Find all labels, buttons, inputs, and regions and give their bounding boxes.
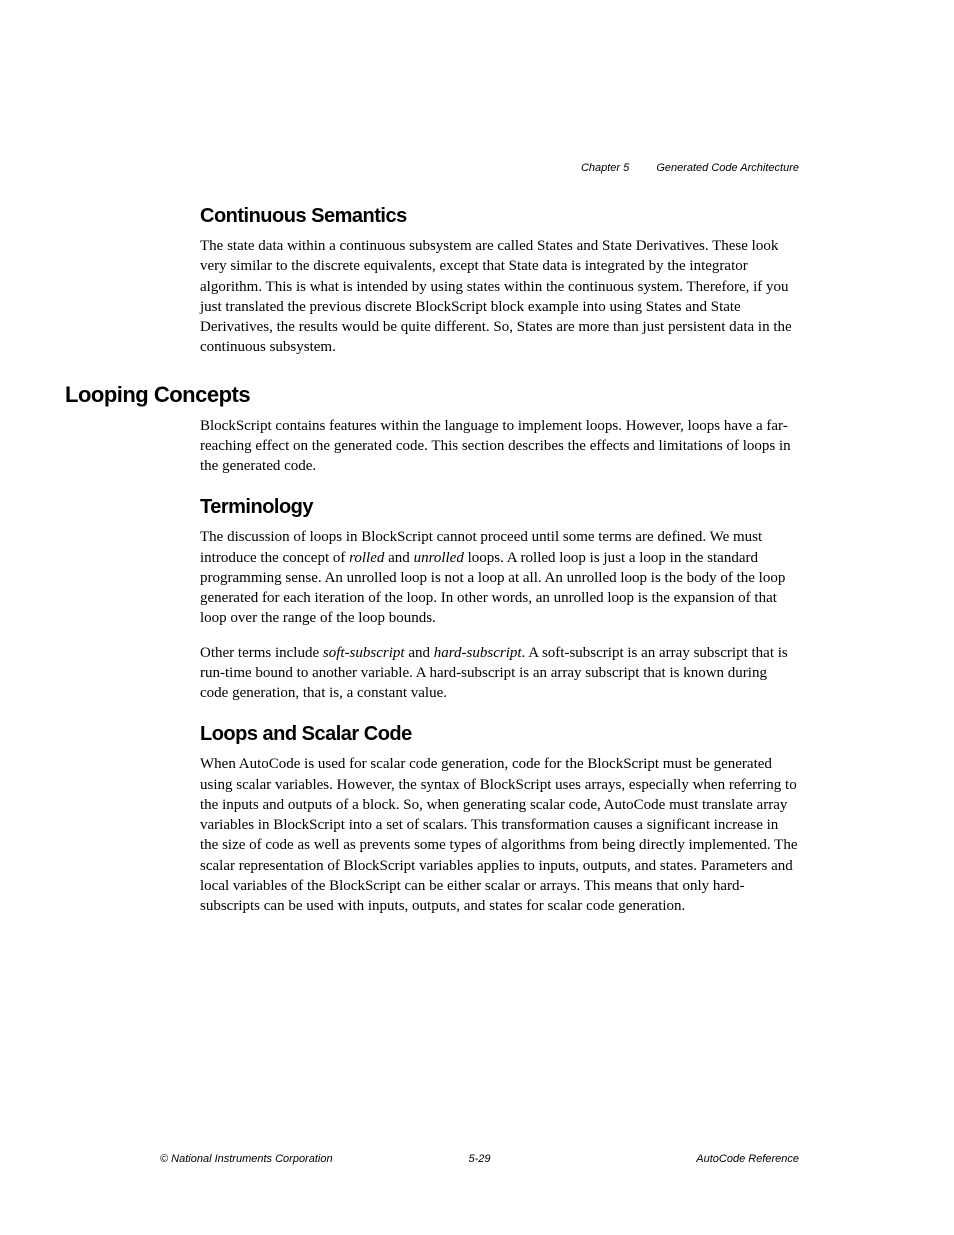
text-segment: Other terms include — [200, 645, 323, 661]
heading-continuous-semantics: Continuous Semantics — [200, 205, 799, 228]
italic-rolled: rolled — [349, 550, 384, 566]
chapter-number: Chapter 5 — [581, 162, 629, 174]
page-header: Chapter 5 Generated Code Architecture — [581, 162, 799, 174]
body-continuous-semantics: The state data within a continuous subsy… — [200, 236, 799, 358]
italic-soft-subscript: soft-subscript — [323, 645, 405, 661]
text-segment: and — [384, 550, 413, 566]
heading-loops-and-scalar: Loops and Scalar Code — [200, 723, 799, 746]
heading-looping-concepts: Looping Concepts — [65, 382, 799, 408]
footer-copyright: © National Instruments Corporation — [160, 1153, 333, 1165]
italic-unrolled: unrolled — [414, 550, 464, 566]
body-terminology-p1: The discussion of loops in BlockScript c… — [200, 527, 799, 628]
chapter-title: Generated Code Architecture — [656, 162, 799, 174]
body-loops-and-scalar: When AutoCode is used for scalar code ge… — [200, 754, 799, 916]
body-terminology-p2: Other terms include soft-subscript and h… — [200, 643, 799, 704]
italic-hard-subscript: hard-subscript — [434, 645, 522, 661]
page-content: Continuous Semantics The state data with… — [200, 205, 799, 916]
footer-page-number: 5-29 — [468, 1153, 490, 1165]
footer-doc-title: AutoCode Reference — [696, 1153, 799, 1165]
body-looping-concepts: BlockScript contains features within the… — [200, 416, 799, 477]
page-footer: © National Instruments Corporation 5-29 … — [160, 1153, 799, 1165]
text-segment: and — [405, 645, 434, 661]
heading-terminology: Terminology — [200, 496, 799, 519]
